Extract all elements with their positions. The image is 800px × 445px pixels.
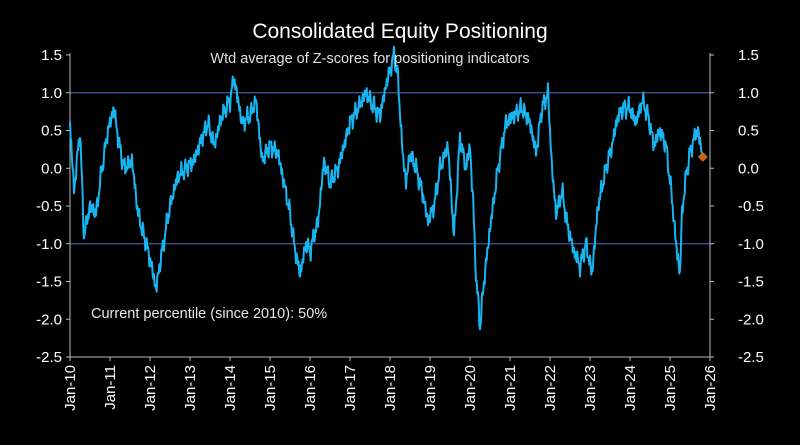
x-tick-label: Jan-14 (222, 365, 239, 411)
x-tick-label: Jan-25 (662, 365, 679, 411)
y-tick-label-left: -1.0 (36, 236, 62, 253)
x-tick-label: Jan-20 (462, 365, 479, 411)
series-line-positioning (69, 45, 703, 331)
x-tick-label: Jan-26 (702, 365, 719, 411)
x-tick-label: Jan-22 (542, 365, 559, 411)
x-tick-label: Jan-17 (342, 365, 359, 411)
y-tick-label-right: -2.5 (738, 349, 764, 366)
y-tick-label-right: -2.0 (738, 311, 764, 328)
y-tick-label-left: -2.0 (36, 311, 62, 328)
x-tick-label: Jan-10 (62, 365, 79, 411)
x-tick-label: Jan-18 (382, 365, 399, 411)
y-tick-label-left: -0.5 (36, 198, 62, 215)
reference-lines (70, 92, 710, 245)
y-tick-label-right: -1.0 (738, 236, 764, 253)
chart-subtitle: Wtd average of Z-scores for positioning … (210, 51, 530, 67)
x-tick-label: Jan-11 (102, 365, 119, 410)
x-axis-labels: Jan-10 Jan-11 Jan-12 Jan-13 Jan-14 Jan-15 Jan-… (62, 357, 719, 411)
x-tick-label: Jan-21 (502, 365, 519, 411)
x-tick-label: Jan-16 (302, 365, 319, 411)
x-tick-label: Jan-12 (142, 365, 159, 411)
x-tick-label: Jan-15 (262, 365, 279, 411)
x-tick-label: Jan-23 (582, 365, 599, 411)
y-tick-label-left: 1.0 (41, 85, 62, 102)
x-tick-label: Jan-19 (422, 365, 439, 411)
percentile-annotation: Current percentile (since 2010): 50% (91, 306, 328, 322)
x-tick-label: Jan-24 (622, 365, 639, 411)
y-tick-label-right: 1.5 (738, 47, 759, 64)
y-tick-label-left: 0.5 (41, 123, 62, 140)
y-tick-label-right: 0.5 (738, 123, 759, 140)
chart-title: Consolidated Equity Positioning (252, 20, 548, 43)
y-tick-label-left: 0.0 (41, 160, 62, 177)
x-tick-label: Jan-13 (182, 365, 199, 411)
current-point-marker (697, 151, 708, 162)
y-tick-label-left: -2.5 (36, 349, 62, 366)
y-tick-label-right: 0.0 (738, 160, 759, 177)
right-y-axis-labels: 1.5 1.0 0.5 0.0 -0.5 -1.0 -1.5 -2.0 -2.5 (710, 47, 764, 366)
y-tick-label-left: 1.5 (41, 47, 62, 64)
y-tick-label-right: 1.0 (738, 85, 759, 102)
y-tick-label-right: -0.5 (738, 198, 764, 215)
y-tick-label-right: -1.5 (738, 274, 764, 291)
left-y-axis-labels: 1.5 1.0 0.5 0.0 -0.5 -1.0 -1.5 -2.0 -2.5 (36, 47, 70, 366)
y-tick-label-left: -1.5 (36, 274, 62, 291)
series-layer (69, 45, 708, 331)
